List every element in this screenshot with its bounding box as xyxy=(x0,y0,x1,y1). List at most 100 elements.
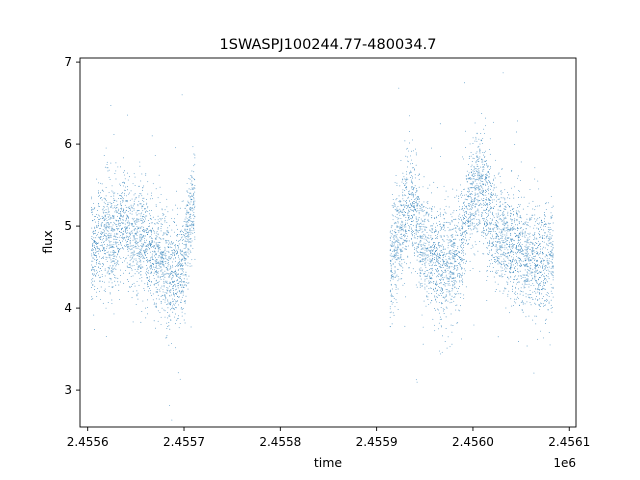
scatter-point xyxy=(180,268,182,270)
scatter-point xyxy=(486,164,488,166)
scatter-point xyxy=(193,229,195,231)
chart-title: 1SWASPJ100244.77-480034.7 xyxy=(220,37,437,53)
scatter-point xyxy=(133,229,135,230)
scatter-point xyxy=(520,251,521,253)
scatter-point xyxy=(147,299,149,301)
scatter-point xyxy=(437,309,439,311)
scatter-point xyxy=(406,188,408,190)
scatter-point xyxy=(115,209,117,211)
scatter-point xyxy=(109,254,111,256)
scatter-point xyxy=(191,170,193,172)
scatter-point xyxy=(465,224,466,226)
scatter-point xyxy=(148,243,150,245)
scatter-point xyxy=(187,234,189,236)
scatter-point xyxy=(194,187,196,189)
scatter-point xyxy=(549,232,551,234)
scatter-point xyxy=(173,249,175,251)
scatter-point xyxy=(469,221,471,223)
scatter-point xyxy=(91,227,93,229)
scatter-point xyxy=(390,260,391,262)
scatter-point xyxy=(451,252,453,254)
scatter-point xyxy=(190,326,192,328)
scatter-point xyxy=(100,244,102,246)
scatter-point xyxy=(537,338,539,340)
scatter-point xyxy=(508,259,510,261)
scatter-point xyxy=(135,258,137,260)
scatter-point xyxy=(139,248,141,250)
scatter-point xyxy=(469,216,471,217)
scatter-point xyxy=(500,266,502,268)
scatter-point xyxy=(187,288,189,290)
scatter-point xyxy=(405,245,407,247)
scatter-point xyxy=(478,174,480,176)
scatter-point xyxy=(538,244,540,245)
scatter-point xyxy=(489,209,490,211)
scatter-point xyxy=(191,175,193,177)
scatter-point xyxy=(450,235,452,237)
scatter-point xyxy=(540,302,542,304)
scatter-point xyxy=(467,195,469,197)
scatter-point xyxy=(429,276,431,278)
scatter-point xyxy=(393,273,395,275)
scatter-point xyxy=(173,281,174,283)
scatter-point xyxy=(503,217,505,219)
scatter-point xyxy=(183,284,185,286)
scatter-point xyxy=(461,191,463,193)
scatter-point xyxy=(434,254,436,256)
scatter-point xyxy=(515,210,517,212)
scatter-point xyxy=(446,289,448,291)
scatter-point xyxy=(481,215,483,217)
scatter-point xyxy=(547,228,549,230)
scatter-point xyxy=(140,266,142,268)
scatter-point xyxy=(92,231,94,233)
scatter-point xyxy=(534,256,536,258)
scatter-point xyxy=(502,224,504,225)
scatter-point xyxy=(146,215,148,217)
scatter-point xyxy=(390,269,392,271)
scatter-point xyxy=(162,298,164,300)
scatter-point xyxy=(189,192,191,194)
scatter-point xyxy=(145,245,147,247)
scatter-point xyxy=(406,186,407,188)
scatter-point xyxy=(118,224,119,226)
scatter-point xyxy=(427,203,429,204)
scatter-point xyxy=(173,252,174,254)
scatter-point xyxy=(493,216,495,218)
scatter-point xyxy=(160,316,162,318)
scatter-point xyxy=(168,273,170,275)
scatter-point xyxy=(390,293,392,295)
scatter-point xyxy=(444,263,446,265)
scatter-point xyxy=(181,254,183,256)
scatter-point xyxy=(465,219,467,221)
scatter-point xyxy=(439,266,441,268)
scatter-point xyxy=(175,300,176,302)
scatter-point xyxy=(504,205,506,207)
scatter-point xyxy=(390,235,392,237)
scatter-point xyxy=(158,255,160,257)
scatter-point xyxy=(485,194,487,196)
scatter-point xyxy=(542,287,544,289)
scatter-point xyxy=(183,220,185,222)
scatter-point xyxy=(519,215,521,216)
scatter-point xyxy=(443,276,445,278)
scatter-point xyxy=(473,168,475,170)
scatter-point xyxy=(399,264,401,266)
scatter-point xyxy=(108,223,110,225)
scatter-point xyxy=(188,219,190,221)
scatter-point xyxy=(140,234,142,236)
scatter-point xyxy=(151,268,153,270)
scatter-point xyxy=(133,209,135,211)
scatter-point xyxy=(129,208,131,210)
scatter-point xyxy=(111,268,113,270)
scatter-point xyxy=(108,232,110,234)
scatter-point xyxy=(155,188,157,190)
scatter-point xyxy=(483,219,484,221)
scatter-point xyxy=(173,293,175,295)
scatter-point xyxy=(113,313,115,315)
scatter-point xyxy=(404,240,406,242)
scatter-point xyxy=(121,205,122,207)
scatter-point xyxy=(552,255,554,257)
scatter-point xyxy=(169,283,171,284)
scatter-point xyxy=(447,262,449,264)
scatter-point xyxy=(164,261,166,262)
